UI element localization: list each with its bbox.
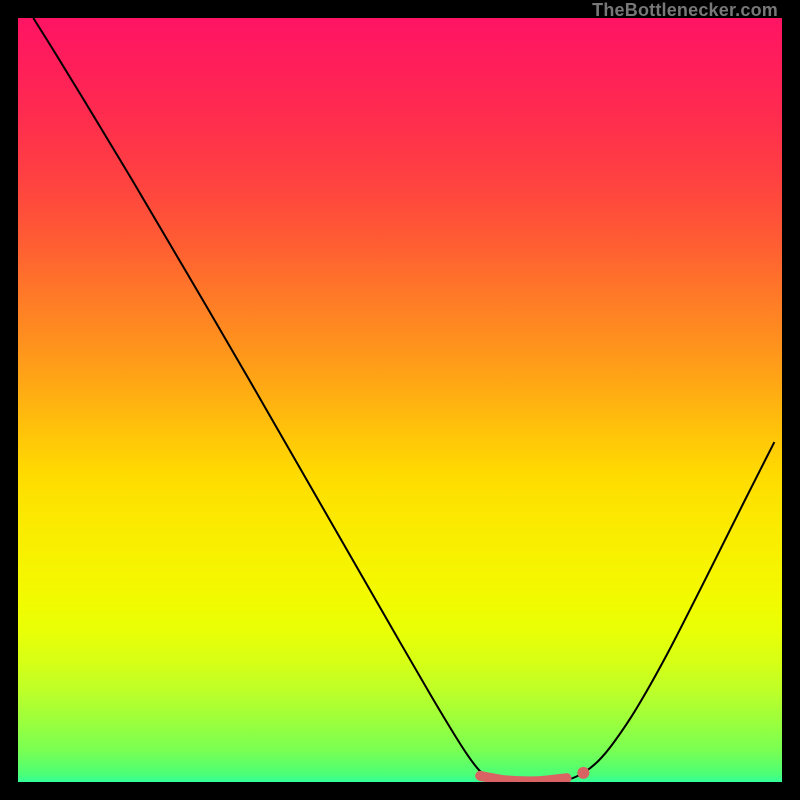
chart-container: TheBottlenecker.com <box>0 0 800 800</box>
plot-area <box>18 18 782 782</box>
flat-region-end-dot <box>577 767 589 779</box>
curve-layer <box>18 18 782 782</box>
bottleneck-curve <box>33 18 774 782</box>
flat-region-marker <box>480 776 566 782</box>
